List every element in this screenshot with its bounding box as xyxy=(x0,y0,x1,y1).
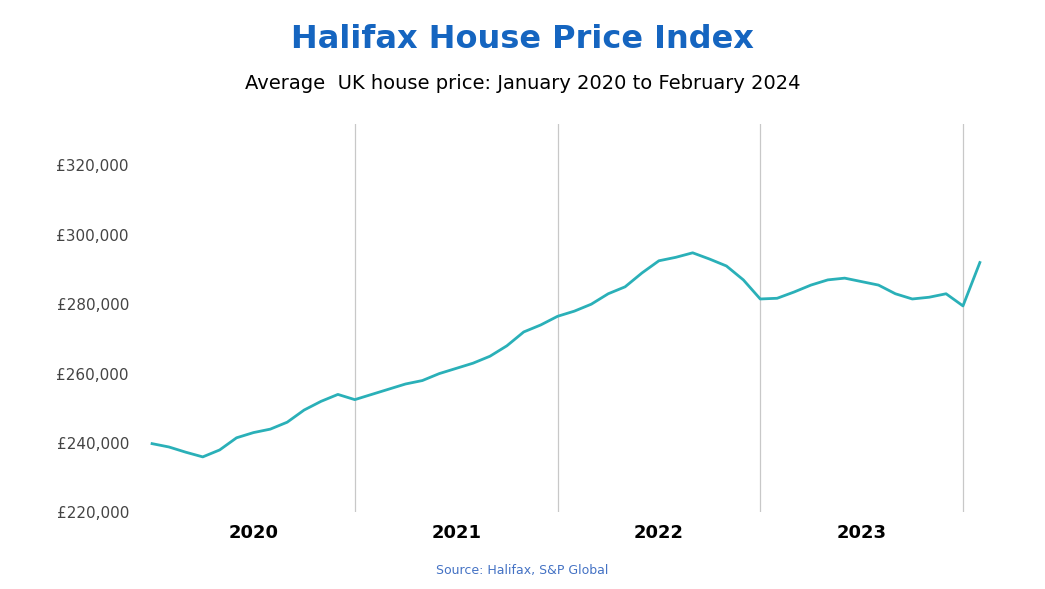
Text: Halifax House Price Index: Halifax House Price Index xyxy=(292,24,753,55)
Text: Average  UK house price: January 2020 to February 2024: Average UK house price: January 2020 to … xyxy=(245,74,800,92)
Text: Source: Halifax, S&P Global: Source: Halifax, S&P Global xyxy=(437,564,608,577)
